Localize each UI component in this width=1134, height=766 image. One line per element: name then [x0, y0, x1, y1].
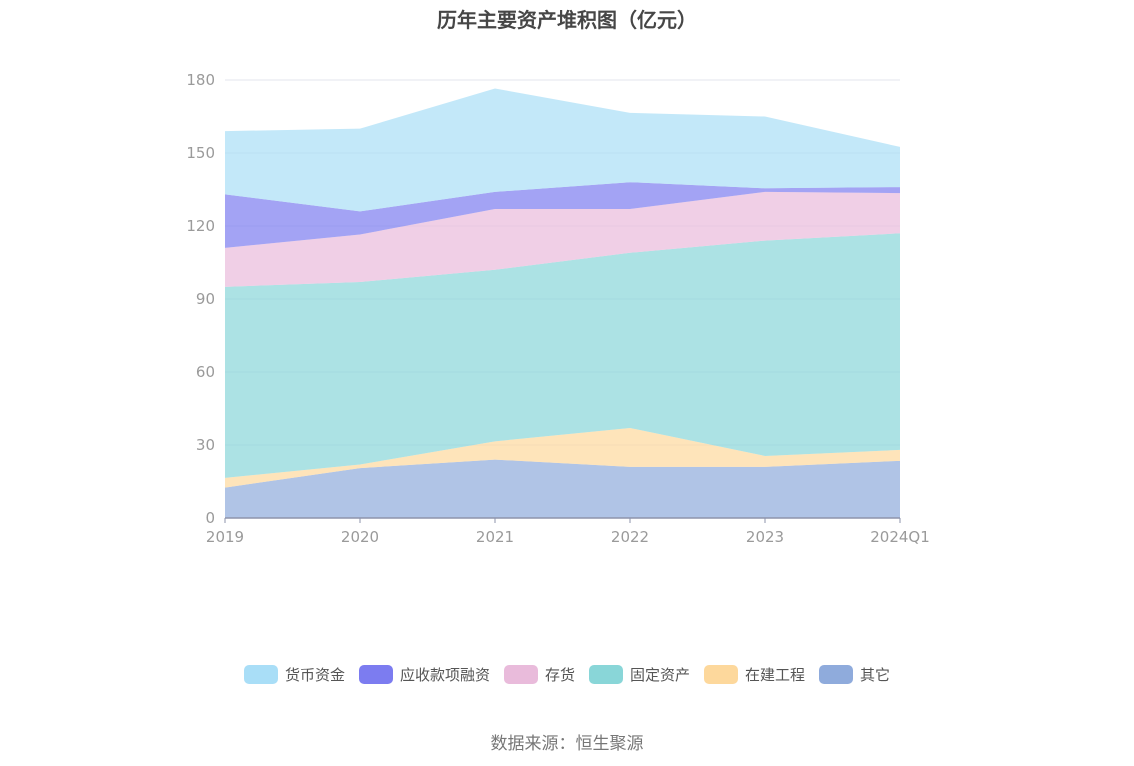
x-tick-label: 2022 [611, 528, 649, 546]
y-tick-label: 30 [196, 436, 215, 454]
x-tick-label: 2020 [341, 528, 379, 546]
legend-swatch-construction-in-progress [704, 665, 739, 684]
area-series-5[interactable] [225, 88, 900, 212]
legend-item-other[interactable]: 其它 [819, 664, 890, 685]
legend-item-fixed-assets[interactable]: 固定资产 [589, 664, 690, 685]
area-series-3[interactable] [225, 191, 900, 287]
legend-label-cash: 货币资金 [284, 666, 345, 684]
area-series-4[interactable] [225, 182, 900, 248]
y-tick-label: 60 [196, 363, 215, 381]
legend-label-inventory: 存货 [544, 666, 575, 684]
x-axis-tick-labels: 2019 2020 2021 2022 2023 2024Q1 [206, 528, 930, 546]
y-tick-label: 120 [186, 217, 215, 235]
area-series-2[interactable] [225, 233, 900, 478]
x-tick-label: 2021 [476, 528, 514, 546]
legend-label-other: 其它 [860, 666, 891, 684]
axes [224, 517, 901, 523]
y-tick-label: 90 [196, 290, 215, 308]
y-axis-tick-labels: 0 30 60 90 120 150 180 [186, 71, 215, 527]
area-series-layer [225, 88, 900, 518]
chart-title: 历年主要资产堆积图（亿元） [437, 8, 697, 32]
data-source-note: 数据来源：恒生聚源 [490, 734, 644, 754]
legend-swatch-fixed-assets [589, 665, 623, 684]
y-tick-label: 0 [205, 509, 215, 527]
legend-label-receivables-financing: 应收款项融资 [399, 666, 490, 684]
legend-item-inventory[interactable]: 存货 [503, 664, 575, 685]
x-tick-label: 2023 [746, 528, 784, 546]
y-tick-label: 180 [186, 71, 215, 89]
area-series-0[interactable] [225, 459, 900, 518]
legend-item-cash[interactable]: 货币资金 [243, 664, 345, 685]
legend-swatch-cash [243, 665, 278, 684]
legend-swatch-receivables-financing [358, 665, 393, 684]
legend-label-construction-in-progress: 在建工程 [745, 666, 806, 684]
x-tick-label: 2019 [206, 528, 244, 546]
legend-item-receivables-financing[interactable]: 应收款项融资 [358, 664, 490, 685]
legend-swatch-other [819, 665, 854, 684]
area-series-1[interactable] [225, 427, 900, 488]
legend-swatch-inventory [503, 665, 538, 684]
legend-label-fixed-assets: 固定资产 [630, 666, 691, 684]
legend: 货币资金 应收款项融资 存货 固定资产 在建工程 其它 [0, 664, 1134, 685]
x-tick-label: 2024Q1 [870, 528, 930, 546]
legend-item-construction-in-progress[interactable]: 在建工程 [704, 664, 805, 685]
y-tick-label: 150 [186, 144, 215, 162]
